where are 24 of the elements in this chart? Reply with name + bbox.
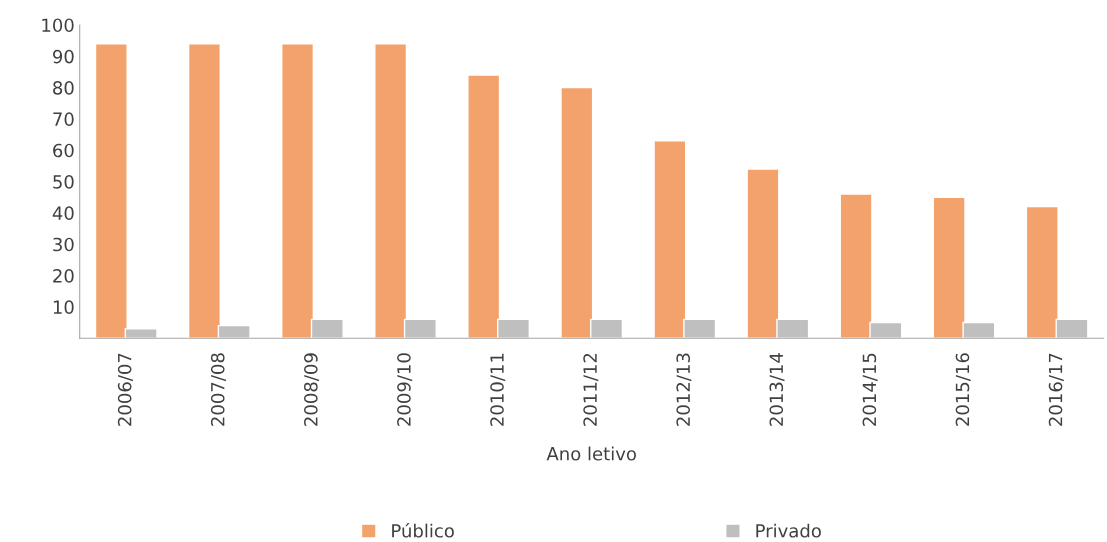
- x-tick-label: 2014/15: [862, 353, 878, 426]
- x-tick-label: 2015/16: [955, 353, 971, 426]
- y-tick-label: 40: [52, 206, 74, 221]
- x-axis-title: Ano letivo: [546, 446, 636, 461]
- y-tick-label: 100: [42, 18, 74, 33]
- y-tick-label: 90: [53, 49, 74, 64]
- y-tick-label: 20: [53, 269, 74, 283]
- legend-label: Privado: [756, 523, 821, 538]
- y-tick-label: 10: [53, 300, 74, 314]
- y-tick-label: 60: [53, 143, 74, 158]
- x-tick-label: 2011/12: [583, 353, 599, 426]
- x-tick-label: 2010/11: [490, 353, 506, 426]
- x-tick-label: 2008/09: [304, 353, 320, 426]
- y-tick-label: 80: [53, 81, 74, 95]
- x-tick-label: 2007/08: [210, 353, 226, 426]
- y-tick-label: 70: [53, 112, 74, 127]
- x-tick-label: 2012/13: [676, 353, 692, 426]
- x-tick-label: 2009/10: [397, 353, 413, 426]
- legend-label: Público: [392, 522, 454, 538]
- x-tick-label: 2006/07: [117, 353, 133, 426]
- x-tick-label: 2016/17: [1048, 353, 1064, 426]
- x-tick-label: 2013/14: [769, 353, 785, 426]
- y-tick-label: 30: [53, 237, 74, 252]
- y-tick-label: 50: [53, 175, 74, 189]
